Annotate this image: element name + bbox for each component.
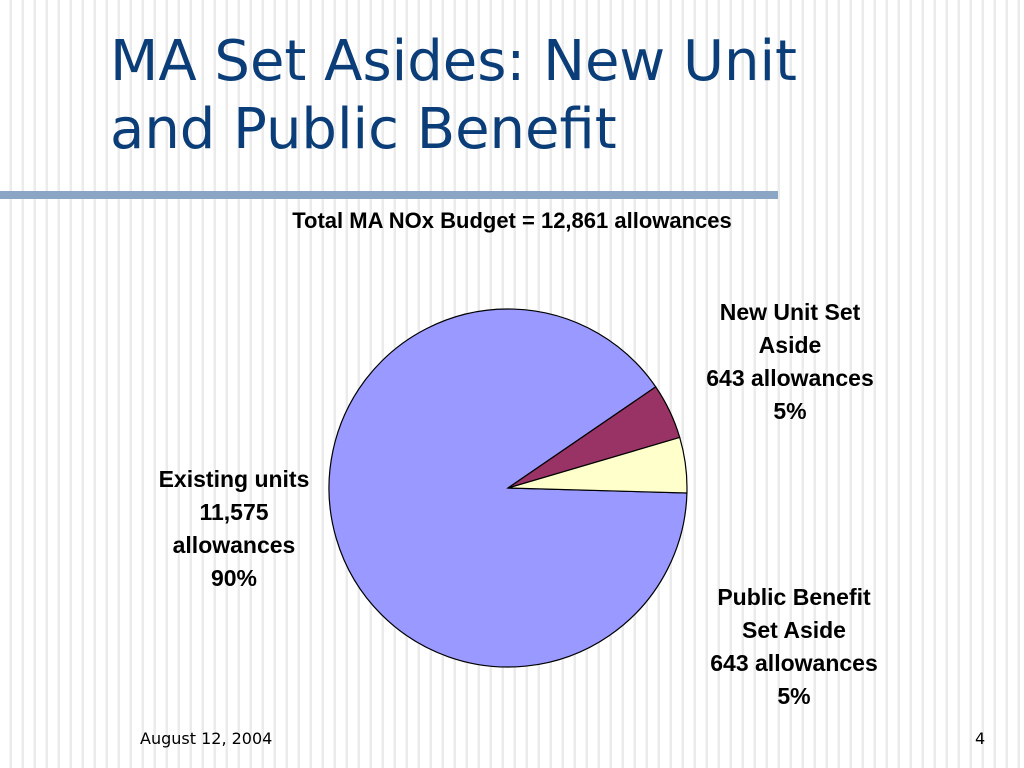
slice-label-line: 643 allowances	[706, 365, 874, 391]
slice-label-line: New Unit Set	[719, 299, 861, 325]
slice-label-line: 5%	[773, 398, 807, 424]
slice-label-line: Aside	[758, 332, 822, 358]
slice-label-line: Existing units	[158, 466, 310, 492]
slice-label-line: 90%	[210, 565, 258, 591]
footer-date: August 12, 2004	[140, 729, 273, 748]
page-number: 4	[975, 729, 986, 748]
slice-label-line: 643 allowances	[710, 650, 878, 676]
slice-label-line: 5%	[777, 683, 811, 709]
slice-label-line: Public Benefit	[717, 584, 871, 610]
slice-label-public-benefit-set-aside: Public Benefit Set Aside 643 allowances …	[684, 581, 904, 713]
slice-label-existing-units: Existing units 11,575 allowances 90%	[130, 463, 338, 595]
slice-label-line: allowances	[172, 532, 296, 558]
slice-label-line: Set Aside	[742, 617, 846, 643]
pie-slice-public-benefit-set-aside	[507, 436, 688, 494]
chart-title: Total MA NOx Budget = 12,861 allowances	[292, 208, 732, 233]
slice-label-new-unit-set-aside: New Unit Set Aside 643 allowances 5%	[680, 296, 900, 428]
slice-label-line: 11,575	[199, 499, 269, 525]
title-underline	[0, 191, 778, 199]
slide-title: MA Set Asides: New Unit and Public Benef…	[110, 29, 798, 162]
